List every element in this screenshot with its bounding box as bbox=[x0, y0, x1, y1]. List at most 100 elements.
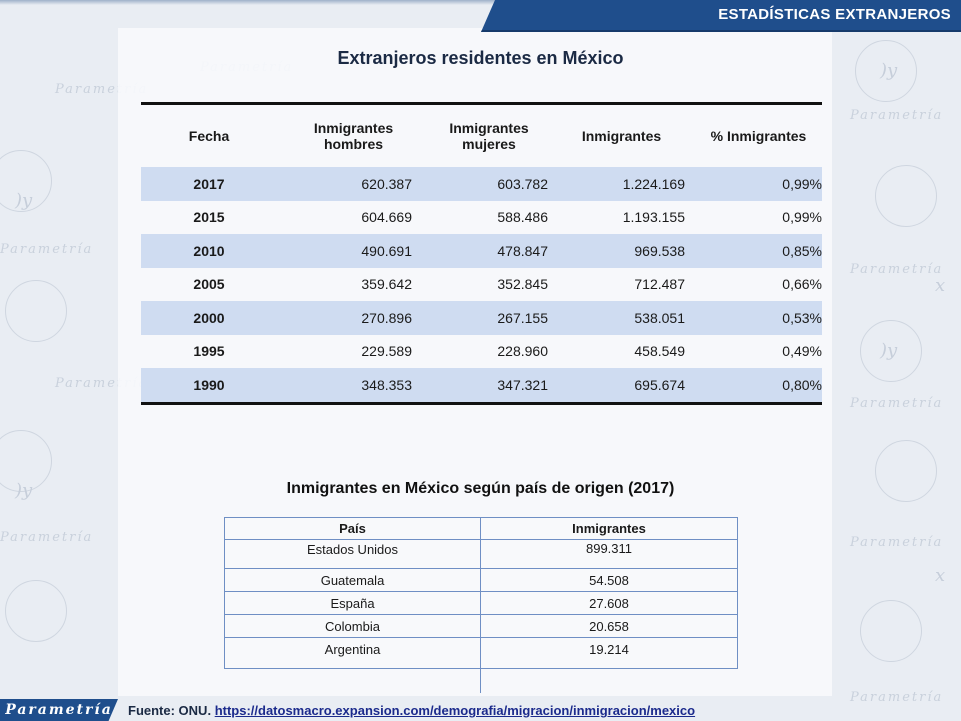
year-cell: 2005 bbox=[193, 276, 225, 293]
table-header-row: Fecha Inmigrantes hombres Inmigrantes mu… bbox=[141, 105, 822, 167]
year-cell: 2017 bbox=[193, 175, 225, 192]
percent-cell: 0,99% bbox=[782, 175, 822, 192]
table-row: Estados Unidos 899.311 bbox=[225, 540, 737, 569]
count-cell: 899.311 bbox=[585, 541, 633, 556]
year-cell: 1995 bbox=[193, 343, 225, 360]
watermark: Parametría bbox=[850, 108, 944, 123]
country-cell: Colombia bbox=[225, 615, 481, 637]
percent-cell: 0,53% bbox=[782, 309, 822, 326]
total-cell: 969.538 bbox=[634, 242, 685, 259]
women-cell: 347.321 bbox=[497, 376, 548, 393]
decorative-glyph: )y bbox=[880, 60, 898, 81]
watermark: Parametría bbox=[0, 242, 94, 257]
table2-title: Inmigrantes en México según país de orig… bbox=[286, 480, 675, 497]
table-row: 1995 229.589 228.960 458.549 0,49% bbox=[141, 335, 822, 369]
decorative-circle bbox=[875, 440, 937, 502]
women-cell: 352.845 bbox=[497, 276, 548, 293]
percent-cell: 0,66% bbox=[782, 276, 822, 293]
women-cell: 603.782 bbox=[497, 175, 548, 192]
watermark: Parametría bbox=[850, 690, 944, 705]
table-row: Argentina 19.214 bbox=[225, 638, 737, 660]
count-cell: 54.508 bbox=[589, 572, 629, 588]
men-cell: 270.896 bbox=[361, 309, 412, 326]
count-cell: 19.214 bbox=[589, 641, 629, 657]
decorative-circle bbox=[875, 165, 937, 227]
origin-country-table: País Inmigrantes Estados Unidos 899.311 … bbox=[224, 517, 738, 693]
decorative-circle bbox=[0, 150, 52, 212]
women-cell: 267.155 bbox=[497, 309, 548, 326]
table-filler-row bbox=[225, 660, 737, 693]
total-cell: 1.193.155 bbox=[622, 209, 685, 226]
column-header: Inmigrantes bbox=[581, 128, 662, 144]
men-cell: 490.691 bbox=[361, 242, 412, 259]
column-header: País bbox=[225, 518, 481, 539]
table-row: 2005 359.642 352.845 712.487 0,66% bbox=[141, 268, 822, 302]
decorative-circle bbox=[5, 280, 67, 342]
percent-cell: 0,85% bbox=[782, 242, 822, 259]
watermark: Parametría bbox=[850, 535, 944, 550]
total-cell: 1.224.169 bbox=[622, 175, 685, 192]
table-row: España 27.608 bbox=[225, 592, 737, 615]
column-header: % Inmigrantes bbox=[710, 128, 807, 144]
top-accent-line bbox=[0, 0, 500, 5]
source-label: Fuente: ONU. bbox=[128, 703, 212, 718]
table-row: 2017 620.387 603.782 1.224.169 0,99% bbox=[141, 167, 822, 201]
count-cell: 20.658 bbox=[589, 618, 629, 634]
decorative-circle bbox=[5, 580, 67, 642]
residents-table: Fecha Inmigrantes hombres Inmigrantes mu… bbox=[141, 102, 822, 405]
header-banner: ESTADÍSTICAS EXTRANJEROS bbox=[481, 0, 961, 32]
decorative-glyph: )y bbox=[15, 480, 33, 501]
total-cell: 458.549 bbox=[634, 343, 685, 360]
column-header: Inmigrantes bbox=[572, 521, 646, 536]
decorative-circle bbox=[0, 430, 52, 492]
decorative-glyph: x bbox=[935, 565, 946, 586]
year-cell: 1990 bbox=[193, 376, 225, 393]
table-row: 2015 604.669 588.486 1.193.155 0,99% bbox=[141, 201, 822, 235]
brand-logo: Parametría bbox=[0, 699, 118, 721]
percent-cell: 0,99% bbox=[782, 209, 822, 226]
men-cell: 229.589 bbox=[361, 343, 412, 360]
total-cell: 695.674 bbox=[634, 376, 685, 393]
year-cell: 2015 bbox=[193, 209, 225, 226]
column-header: Fecha bbox=[188, 128, 230, 144]
column-header: Inmigrantes hombres bbox=[313, 120, 394, 152]
table1-title: Extranjeros residentes en México bbox=[337, 48, 624, 68]
women-cell: 588.486 bbox=[497, 209, 548, 226]
decorative-glyph: )y bbox=[15, 190, 33, 211]
source-link[interactable]: https://datosmacro.expansion.com/demogra… bbox=[214, 703, 696, 718]
table-row: 2010 490.691 478.847 969.538 0,85% bbox=[141, 234, 822, 268]
table-row: 1990 348.353 347.321 695.674 0,80% bbox=[141, 368, 822, 402]
watermark: Parametría bbox=[0, 530, 94, 545]
total-cell: 712.487 bbox=[634, 276, 685, 293]
country-cell: Argentina bbox=[225, 638, 481, 660]
banner-title: ESTADÍSTICAS EXTRANJEROS bbox=[718, 6, 951, 23]
watermark: Parametría bbox=[850, 396, 944, 411]
decorative-circle bbox=[860, 600, 922, 662]
total-cell: 538.051 bbox=[634, 309, 685, 326]
men-cell: 620.387 bbox=[361, 175, 412, 192]
country-cell: España bbox=[225, 592, 481, 614]
source-note: Fuente: ONU. https://datosmacro.expansio… bbox=[128, 703, 695, 718]
empty-cell bbox=[481, 660, 737, 693]
percent-cell: 0,80% bbox=[782, 376, 822, 393]
column-header: Inmigrantes mujeres bbox=[449, 120, 529, 152]
decorative-circle bbox=[860, 320, 922, 382]
women-cell: 478.847 bbox=[497, 242, 548, 259]
year-cell: 2000 bbox=[193, 309, 225, 326]
country-cell: Guatemala bbox=[225, 569, 481, 591]
decorative-glyph: )y bbox=[880, 340, 898, 361]
decorative-circle bbox=[855, 40, 917, 102]
men-cell: 604.669 bbox=[361, 209, 412, 226]
table-row: Guatemala 54.508 bbox=[225, 569, 737, 592]
women-cell: 228.960 bbox=[497, 343, 548, 360]
men-cell: 359.642 bbox=[361, 276, 412, 293]
table-row: Colombia 20.658 bbox=[225, 615, 737, 638]
empty-cell bbox=[225, 660, 481, 693]
country-cell: Estados Unidos bbox=[225, 540, 481, 568]
count-cell: 27.608 bbox=[589, 595, 629, 611]
watermark: Parametría bbox=[850, 262, 944, 277]
men-cell: 348.353 bbox=[361, 376, 412, 393]
decorative-glyph: x bbox=[935, 275, 946, 296]
table-header-row: País Inmigrantes bbox=[225, 518, 737, 540]
